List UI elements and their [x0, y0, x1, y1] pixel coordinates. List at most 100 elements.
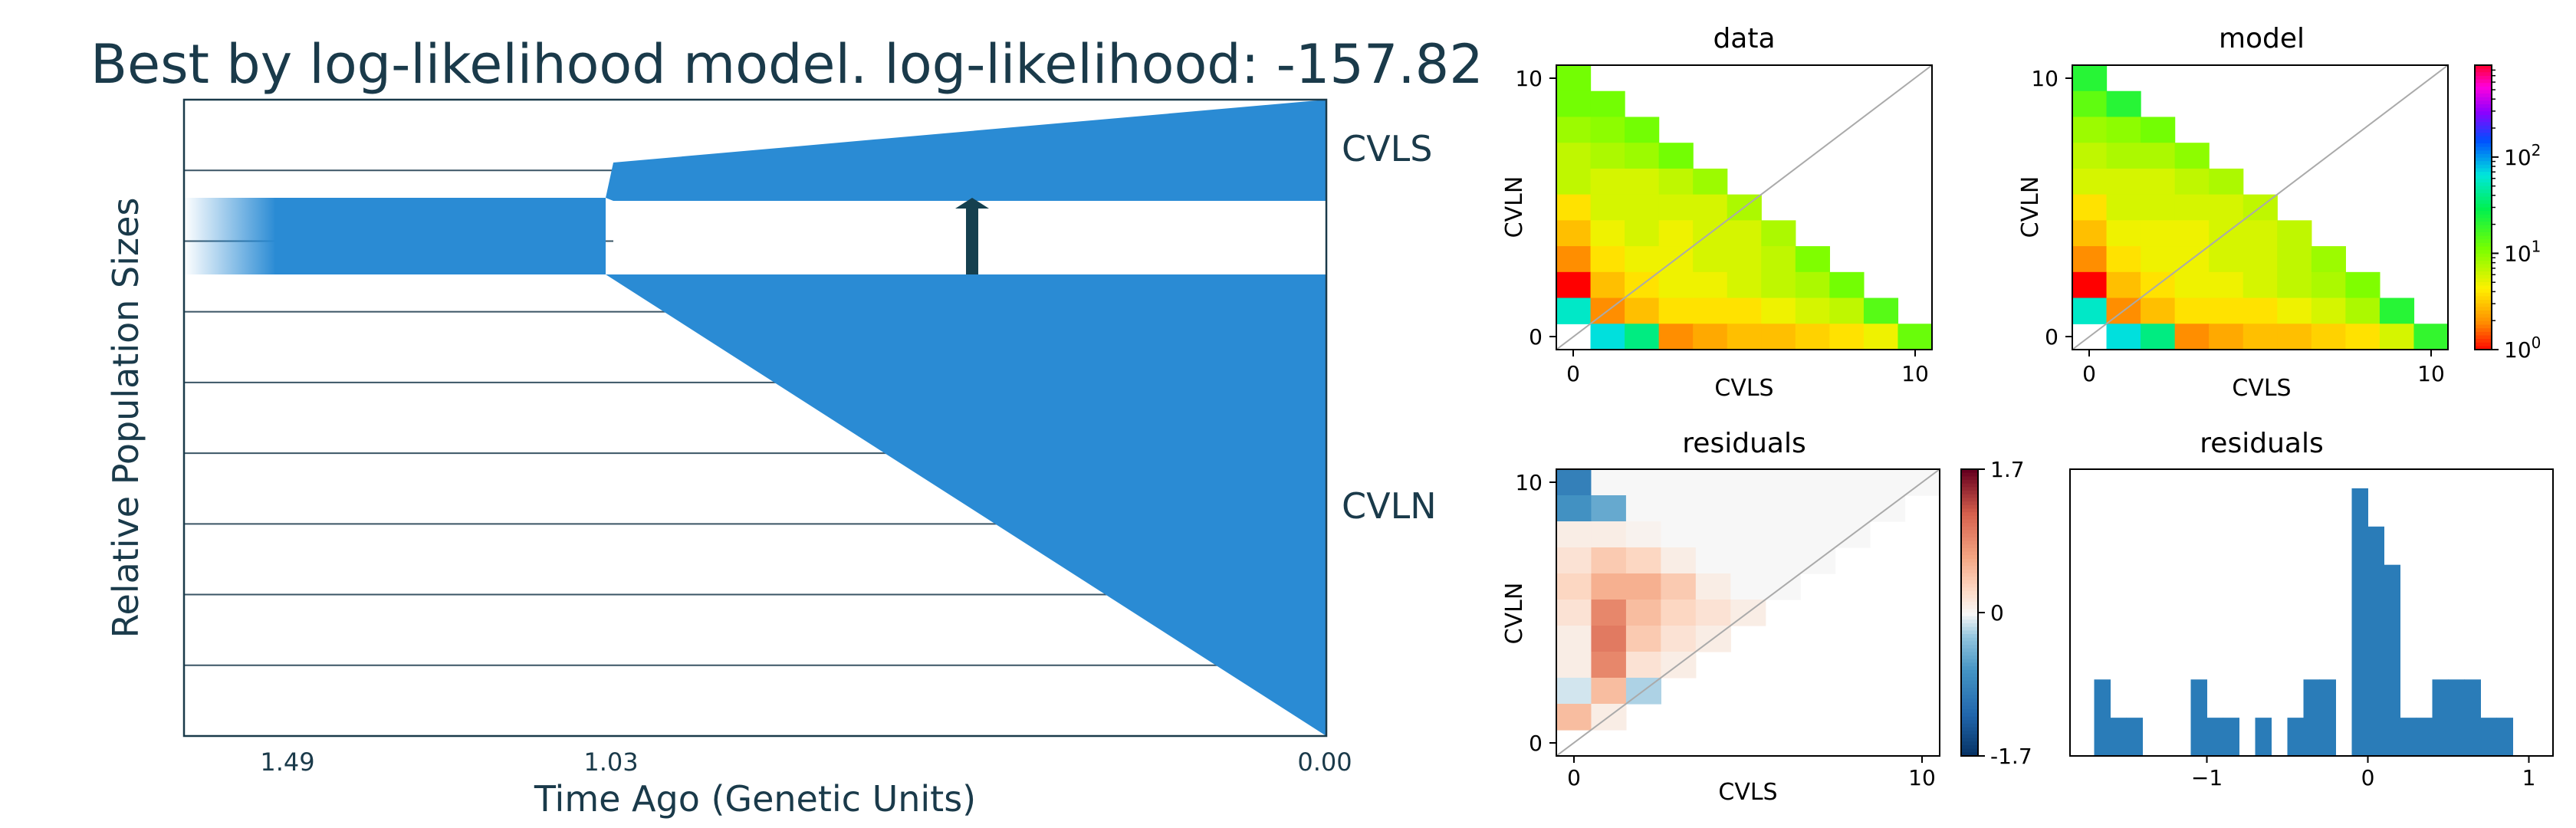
model-y-tick-0: 0 [2045, 324, 2058, 350]
tree-xtick-0-00: 0.00 [1297, 748, 1352, 777]
heatmap-cell [1625, 246, 1660, 273]
histogram-bar [2319, 679, 2336, 756]
population-cvln-area [606, 274, 1326, 736]
histogram-tick-label: 1 [2522, 765, 2536, 790]
heatmap-cell [1625, 652, 1661, 678]
colorbar-segment [1961, 645, 1978, 649]
colorbar-segment [1961, 709, 1978, 714]
log-colorbar [2475, 65, 2492, 350]
heatmap-cell [1556, 271, 1592, 299]
heatmap-cell [1591, 652, 1627, 678]
colorbar-segment [1961, 523, 1978, 527]
heatmap-cell [1625, 469, 1661, 496]
heatmap-cell [2277, 271, 2312, 299]
colorbar-segment [1961, 652, 1978, 656]
colorbar-segment [2475, 203, 2492, 209]
colorbar-segment [2475, 83, 2492, 87]
colorbar-segment [2475, 107, 2492, 113]
data-y-tick-0: 0 [1529, 324, 1543, 350]
heatmap-cell [1730, 521, 1766, 548]
tree-population-areas [184, 100, 1326, 736]
colorbar-segment [2475, 292, 2492, 297]
histogram-bar [2464, 679, 2481, 756]
heatmap-cell [2106, 168, 2141, 196]
resid-y-tick-10: 10 [1515, 470, 1543, 495]
heatmap-cell [1556, 704, 1592, 731]
heatmap-cell [2106, 220, 2141, 247]
heatmap-cell [2311, 297, 2346, 324]
data-y-tick-10: 10 [1515, 66, 1543, 91]
colorbar-segment [1961, 530, 1978, 534]
heatmap-cell [2345, 271, 2380, 299]
model-y-tick-10: 10 [2031, 66, 2058, 91]
histogram-tick-label: −1 [2191, 765, 2223, 790]
resid-x-tick-10: 10 [1908, 765, 1936, 790]
heatmap-cell [1661, 521, 1697, 548]
diverging-colorbar-tick-label: -1.7 [1990, 744, 2032, 769]
histogram-bar [2384, 564, 2400, 756]
colorbar-segment [2475, 146, 2492, 152]
residuals-heatmap-title: residuals [1682, 428, 1806, 459]
heatmap-cell [2106, 246, 2141, 273]
log-colorbar-tick-label: 101 [2504, 237, 2541, 266]
colorbar-segment [2475, 86, 2492, 91]
heatmap-cell [1590, 90, 1625, 118]
heatmap-cell [1695, 521, 1731, 548]
colorbar-segment [2475, 232, 2492, 237]
heatmap-cell [1765, 495, 1801, 522]
heatmap-cell [1625, 117, 1660, 143]
heatmap-cell [1730, 573, 1766, 600]
colorbar-segment [2475, 189, 2492, 194]
heatmap-cell [1658, 194, 1694, 221]
colorbar-segment [2475, 157, 2492, 163]
heatmap-cell [2174, 194, 2210, 221]
colorbar-segment [1961, 590, 1978, 596]
colorbar-segment [1961, 573, 1978, 578]
colorbar-segment [2475, 192, 2492, 198]
colorbar-segment [2475, 125, 2492, 130]
residuals-heatmap-frame [1556, 468, 1940, 757]
colorbar-segment [1961, 562, 1978, 567]
colorbar-segment [1961, 684, 1978, 688]
colorbar-segment [1961, 534, 1978, 538]
heatmap-cell [2106, 143, 2141, 169]
heatmap-cell [2072, 117, 2108, 143]
heatmap-cell [2242, 297, 2278, 324]
heatmap-cell [2106, 271, 2141, 299]
colorbar-segment [1961, 494, 1978, 499]
colorbar-segment [2475, 278, 2492, 283]
heatmap-cell [1556, 678, 1592, 705]
colorbar-segment [2475, 100, 2492, 105]
colorbar-segment [1961, 712, 1978, 718]
heatmap-cell [2141, 246, 2176, 273]
colorbar-segment [2475, 104, 2492, 109]
heatmap-cell [2277, 220, 2312, 247]
heatmap-cell [2072, 271, 2108, 299]
heatmap-cell [1693, 271, 1728, 299]
heatmap-cell [1556, 168, 1592, 196]
colorbar-segment [2475, 111, 2492, 116]
heatmap-cell [1727, 324, 1762, 350]
colorbar-segment [1961, 748, 1978, 754]
colorbar-segment [1961, 616, 1978, 621]
colorbar-segment [2475, 186, 2492, 191]
data-heatmap-frame [1556, 64, 1933, 350]
colorbar-segment [1961, 727, 1978, 732]
heatmap-cell [1695, 495, 1731, 522]
heatmap-cell [1658, 271, 1694, 299]
heatmap-cell [1829, 324, 1865, 350]
colorbar-segment [2475, 320, 2492, 326]
colorbar-segment [1961, 731, 1978, 735]
population-label-cvls: CVLS [1342, 128, 1432, 169]
heatmap-cell [2141, 220, 2176, 247]
colorbar-segment [1961, 734, 1978, 739]
model-ylabel: CVLN [2017, 176, 2044, 238]
colorbar-segment [1961, 501, 1978, 506]
colorbar-segment [1961, 512, 1978, 517]
heatmap-cell [1693, 324, 1728, 350]
colorbar-segment [2475, 179, 2492, 183]
diverging-colorbar-tick-label: 0 [1990, 600, 2004, 626]
heatmap-cell [1693, 194, 1728, 221]
ancestral-fade [184, 198, 276, 274]
